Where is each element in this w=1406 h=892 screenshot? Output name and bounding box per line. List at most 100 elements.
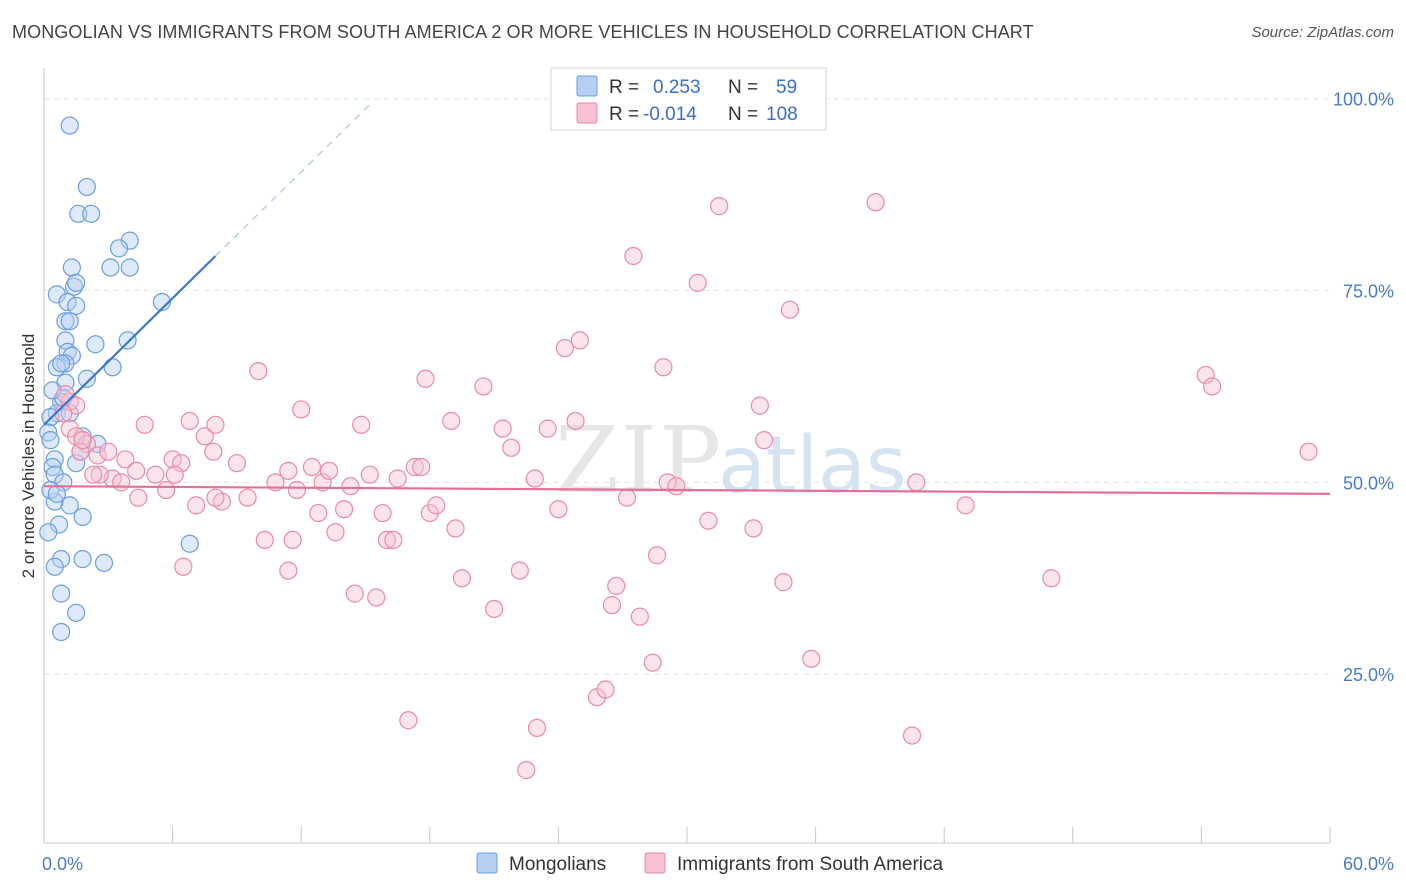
point-mongolians-40 bbox=[60, 496, 79, 515]
point-mongolians-18 bbox=[86, 335, 105, 354]
point-immigrants-38 bbox=[292, 400, 311, 419]
stats-legend-n-mongolians: 59 bbox=[776, 77, 797, 98]
point-immigrants-8 bbox=[88, 446, 107, 465]
point-mongolians-53 bbox=[47, 484, 66, 503]
trendline-immigrants bbox=[43, 485, 1331, 495]
point-immigrants-49 bbox=[367, 588, 386, 607]
point-mongolians-6 bbox=[62, 258, 81, 277]
point-immigrants-106 bbox=[84, 465, 103, 484]
point-immigrants-7 bbox=[71, 442, 90, 461]
point-immigrants-22 bbox=[180, 411, 199, 431]
point-immigrants-68 bbox=[517, 761, 536, 780]
point-mongolians-10 bbox=[67, 273, 86, 292]
stats-legend-r-mongolians: 0.253 bbox=[653, 77, 701, 98]
point-immigrants-74 bbox=[566, 411, 585, 431]
y-tick-labels: 25.0% 50.0% 75.0% 100.0% bbox=[1333, 90, 1394, 685]
point-immigrants-67 bbox=[510, 561, 529, 580]
point-immigrants-37 bbox=[287, 480, 307, 500]
point-immigrants-90 bbox=[710, 197, 729, 216]
stats-legend-r-immigrants: -0.014 bbox=[643, 104, 697, 125]
point-immigrants-46 bbox=[345, 584, 364, 603]
point-immigrants-18 bbox=[163, 450, 182, 469]
point-immigrants-102 bbox=[1196, 365, 1215, 385]
point-immigrants-89 bbox=[699, 511, 718, 530]
point-immigrants-65 bbox=[493, 419, 512, 438]
stats-legend-swatch-mongolians bbox=[576, 75, 598, 97]
point-immigrants-23 bbox=[195, 427, 214, 446]
point-immigrants-53 bbox=[388, 469, 407, 488]
point-immigrants-32 bbox=[255, 530, 274, 550]
point-immigrants-98 bbox=[902, 726, 922, 745]
point-immigrants-82 bbox=[630, 607, 649, 626]
point-immigrants-94 bbox=[774, 573, 793, 592]
point-immigrants-13 bbox=[127, 461, 146, 480]
point-immigrants-54 bbox=[399, 711, 418, 730]
point-immigrants-99 bbox=[907, 473, 926, 492]
axes bbox=[43, 68, 1331, 844]
point-mongolians-44 bbox=[180, 534, 199, 553]
series-legend-label-mongolians: Mongolians bbox=[509, 854, 606, 875]
point-mongolians-47 bbox=[94, 553, 114, 573]
point-mongolians-46 bbox=[73, 549, 92, 569]
point-immigrants-103 bbox=[1203, 377, 1222, 396]
point-immigrants-21 bbox=[157, 480, 176, 500]
point-immigrants-104 bbox=[1299, 442, 1318, 461]
gridlines bbox=[44, 98, 1330, 675]
y-axis-title: 2 or more Vehicles in Household bbox=[19, 334, 38, 579]
point-immigrants-77 bbox=[596, 680, 615, 699]
point-immigrants-55 bbox=[405, 457, 424, 477]
point-mongolians-19 bbox=[118, 331, 137, 350]
point-mongolians-2 bbox=[69, 204, 88, 223]
point-immigrants-44 bbox=[341, 477, 360, 496]
point-immigrants-20 bbox=[165, 465, 184, 484]
point-immigrants-62 bbox=[452, 569, 472, 588]
point-immigrants-92 bbox=[750, 396, 769, 415]
series-mongolians-points bbox=[39, 116, 199, 642]
point-immigrants-79 bbox=[607, 576, 626, 596]
x-tick-label-min: 0.0% bbox=[42, 854, 83, 874]
point-immigrants-12 bbox=[146, 465, 165, 484]
point-immigrants-66 bbox=[502, 438, 521, 457]
point-immigrants-19 bbox=[172, 454, 191, 473]
point-immigrants-43 bbox=[326, 523, 345, 542]
point-immigrants-10 bbox=[116, 450, 135, 469]
point-immigrants-35 bbox=[279, 561, 298, 580]
point-immigrants-31 bbox=[249, 361, 268, 381]
point-mongolians-3 bbox=[82, 204, 101, 223]
point-immigrants-78 bbox=[602, 596, 622, 615]
point-immigrants-80 bbox=[617, 488, 637, 507]
y-tick-label-50: 50.0% bbox=[1343, 473, 1394, 493]
point-immigrants-39 bbox=[302, 457, 322, 477]
point-immigrants-51 bbox=[377, 530, 397, 550]
stats-legend-swatch-immigrants bbox=[576, 102, 598, 124]
point-immigrants-83 bbox=[643, 653, 662, 672]
trendline-mongolians-extension bbox=[215, 102, 373, 257]
point-immigrants-63 bbox=[474, 377, 493, 396]
point-immigrants-34 bbox=[279, 461, 298, 480]
point-immigrants-81 bbox=[624, 246, 643, 266]
point-immigrants-28 bbox=[227, 454, 246, 473]
point-mongolians-0 bbox=[60, 116, 79, 135]
point-immigrants-17 bbox=[129, 488, 148, 507]
point-mongolians-50 bbox=[67, 603, 86, 622]
point-mongolians-34 bbox=[41, 431, 60, 450]
point-mongolians-56 bbox=[77, 369, 96, 388]
point-immigrants-100 bbox=[956, 496, 975, 515]
point-immigrants-75 bbox=[570, 331, 589, 350]
y-tick-label-75: 75.0% bbox=[1343, 282, 1394, 302]
point-immigrants-60 bbox=[442, 411, 461, 431]
point-immigrants-36 bbox=[283, 530, 302, 550]
point-mongolians-43 bbox=[39, 523, 58, 542]
point-mongolians-25 bbox=[103, 358, 122, 377]
x-tick-labels: 0.0% 60.0% bbox=[42, 854, 1394, 874]
point-immigrants-29 bbox=[206, 488, 225, 507]
point-immigrants-70 bbox=[527, 718, 547, 738]
point-immigrants-24 bbox=[204, 442, 223, 461]
y-tick-label-25: 25.0% bbox=[1343, 665, 1394, 685]
point-immigrants-97 bbox=[866, 193, 885, 212]
point-immigrants-16 bbox=[112, 473, 131, 492]
stats-legend: R = 0.253 N = 59 R = -0.014 N = 108 bbox=[550, 67, 827, 131]
point-immigrants-96 bbox=[802, 649, 821, 668]
point-immigrants-101 bbox=[1042, 569, 1061, 588]
point-immigrants-85 bbox=[654, 358, 673, 377]
